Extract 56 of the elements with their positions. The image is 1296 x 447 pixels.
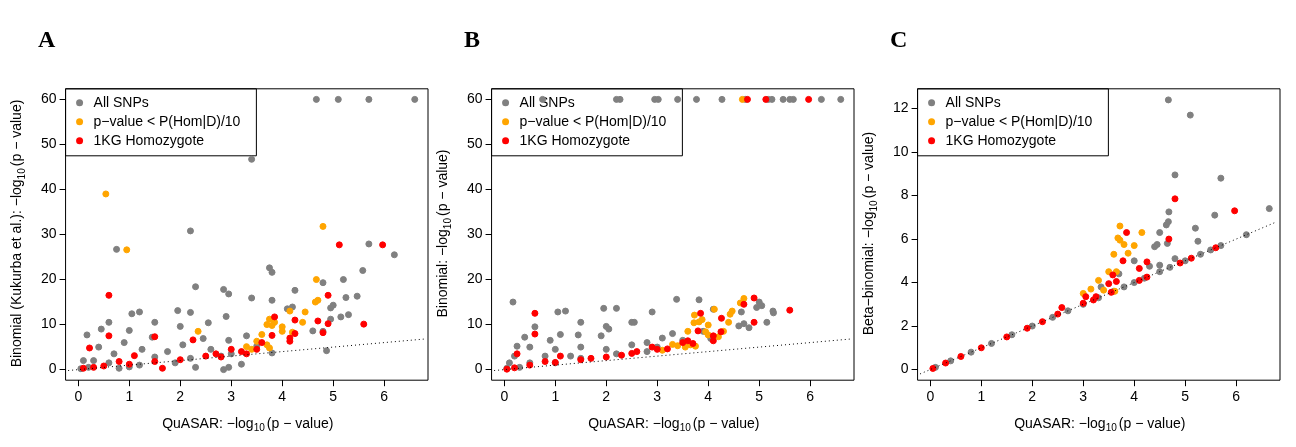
y-tick-label: 10: [466, 315, 483, 332]
x-tick-label: 0: [926, 388, 935, 405]
y-axis-title: Binomial (Kukurba et al.): −log10(p − value): [8, 99, 27, 368]
y-tick-label: 12: [892, 99, 909, 116]
y-tick-label: 20: [466, 270, 483, 287]
legend-label: p−value < P(Hom|D)/10: [519, 112, 667, 129]
y-tick-label: 0: [474, 360, 483, 377]
y-axis-title: Beta−binomial: −log10(p − value): [860, 131, 879, 336]
y-tick-label: 2: [900, 316, 909, 333]
y-tick-label: 60: [466, 90, 483, 107]
x-tick-label: 2: [176, 388, 185, 405]
x-tick-label: 3: [1079, 388, 1088, 405]
y-tick-label: 0: [48, 360, 57, 377]
x-tick-label: 6: [1232, 388, 1241, 405]
y-tick-label: 6: [900, 229, 909, 246]
legend-label: All SNPs: [945, 93, 1001, 110]
legend-label: All SNPs: [93, 93, 149, 110]
x-tick-label: 0: [500, 388, 509, 405]
y-tick-label: 40: [40, 180, 57, 197]
x-tick-label: 5: [755, 388, 764, 405]
chart-title: C: [890, 25, 908, 52]
legend-label: p−value < P(Hom|D)/10: [945, 112, 1093, 129]
y-tick-label: 30: [40, 225, 57, 242]
x-tick-label: 6: [380, 388, 389, 405]
y-tick-label: 60: [40, 90, 57, 107]
legend-label: 1KG Homozygote: [519, 131, 631, 148]
x-tick-label: 4: [1130, 388, 1139, 405]
y-tick-label: 20: [40, 270, 57, 287]
y-tick-label: 30: [466, 225, 483, 242]
x-tick-label: 0: [74, 388, 83, 405]
x-tick-label: 3: [227, 388, 236, 405]
y-tick-label: 4: [900, 273, 909, 290]
y-tick-label: 8: [900, 186, 909, 203]
y-tick-label: 10: [892, 142, 909, 159]
y-axis-title: Binomial: −log10(p − value): [434, 149, 453, 318]
legend-label: 1KG Homozygote: [93, 131, 205, 148]
x-tick-label: 5: [329, 388, 338, 405]
x-tick-label: 1: [551, 388, 560, 405]
chart-title: B: [464, 25, 481, 52]
y-tick-label: 0: [900, 360, 909, 377]
x-tick-label: 5: [1181, 388, 1190, 405]
x-tick-label: 1: [977, 388, 986, 405]
chart-title: A: [38, 25, 56, 52]
y-tick-label: 50: [40, 135, 57, 152]
y-tick-label: 10: [40, 315, 57, 332]
x-tick-label: 1: [125, 388, 134, 405]
legend-label: p−value < P(Hom|D)/10: [93, 112, 241, 129]
x-tick-label: 3: [653, 388, 662, 405]
y-tick-label: 40: [466, 180, 483, 197]
x-tick-label: 4: [704, 388, 713, 405]
legend-label: 1KG Homozygote: [945, 131, 1057, 148]
x-tick-label: 6: [806, 388, 815, 405]
x-tick-label: 2: [1028, 388, 1037, 405]
x-tick-label: 2: [602, 388, 611, 405]
y-tick-label: 50: [466, 135, 483, 152]
x-tick-label: 4: [278, 388, 287, 405]
